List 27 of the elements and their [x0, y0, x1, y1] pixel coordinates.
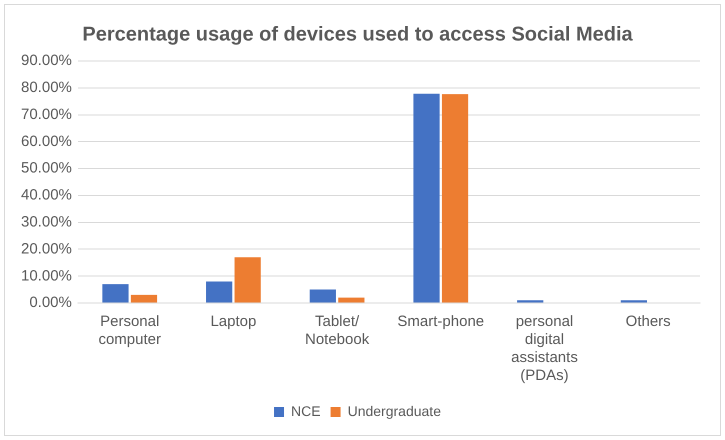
y-tick-label: 20.00%	[21, 240, 72, 258]
chart-title: Percentage usage of devices used to access Social Media	[82, 24, 634, 46]
bar	[413, 94, 440, 302]
y-tick-label: 90.00%	[21, 52, 72, 70]
bar	[130, 294, 158, 302]
y-tick-label: 10.00%	[21, 267, 72, 284]
y-tick-label: 30.00%	[21, 213, 72, 230]
y-tick-label: 0.00%	[29, 294, 72, 312]
legend-label: NCE	[291, 402, 321, 419]
y-tick-label: 60.00%	[21, 132, 72, 150]
bar	[338, 298, 364, 302]
bar	[310, 290, 336, 302]
x-tick-label: Others	[626, 313, 671, 330]
bar	[206, 281, 232, 302]
x-tick-label: personal digital assistants (PDAs)	[511, 313, 578, 384]
bar	[442, 94, 468, 302]
y-tick-label: 40.00%	[21, 186, 72, 204]
y-tick-label: 50.00%	[21, 160, 72, 177]
x-tick-label: Laptop	[210, 313, 256, 330]
y-tick-label: 80.00%	[21, 79, 72, 96]
legend-label: Undergraduate	[348, 402, 442, 419]
y-tick-label: 70.00%	[21, 106, 72, 123]
x-tick-label: Smart-phone	[397, 313, 484, 330]
bar	[234, 257, 261, 302]
x-tick-label: Personal computer	[98, 313, 161, 348]
bar	[102, 284, 129, 302]
x-tick-label: Tablet/ Notebook	[304, 313, 370, 348]
